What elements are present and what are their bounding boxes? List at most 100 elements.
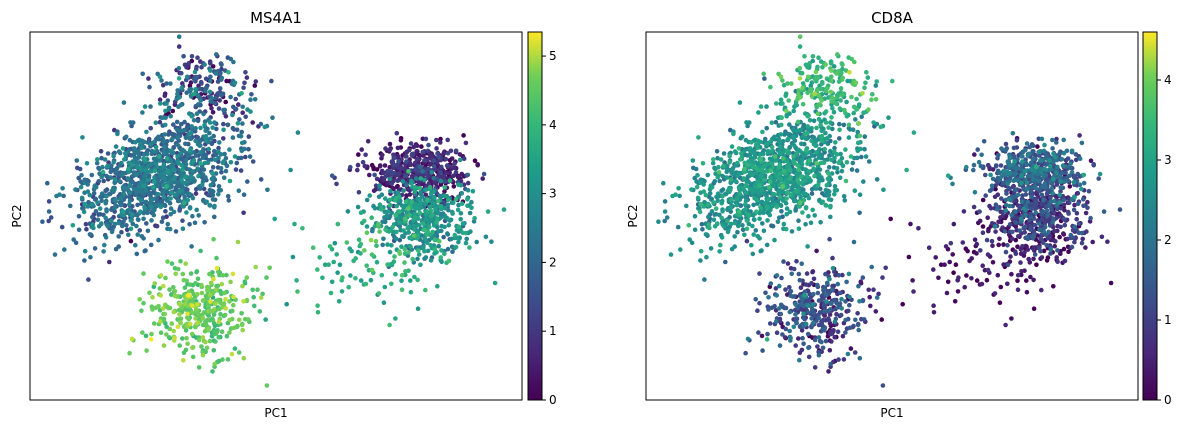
data-point [145, 228, 151, 234]
data-point [1052, 198, 1057, 204]
data-point [962, 284, 967, 290]
data-point [218, 188, 224, 193]
data-point [743, 137, 749, 143]
data-point [761, 228, 767, 234]
data-point [200, 298, 206, 303]
data-point [193, 87, 198, 92]
data-point [226, 198, 232, 203]
data-point [187, 282, 193, 287]
data-point [774, 293, 779, 298]
data-point [137, 228, 143, 233]
data-point [337, 262, 343, 268]
data-point [216, 334, 221, 340]
data-point [475, 162, 481, 167]
data-point [429, 170, 435, 175]
data-point [127, 182, 133, 188]
data-point [322, 262, 328, 268]
data-point [180, 218, 185, 223]
data-point [855, 322, 861, 328]
data-point [461, 156, 467, 161]
data-point [843, 299, 848, 304]
data-point [402, 166, 408, 172]
data-point [1021, 225, 1026, 231]
data-point [93, 209, 99, 214]
data-point [1003, 249, 1009, 255]
data-point [181, 148, 187, 154]
data-point [135, 232, 140, 237]
data-point [950, 181, 955, 187]
data-point [180, 226, 186, 231]
data-point [815, 290, 821, 296]
data-point [1019, 154, 1024, 159]
data-point [492, 280, 498, 286]
data-point [377, 164, 383, 169]
data-point [76, 227, 82, 233]
data-point [432, 237, 438, 243]
data-point [162, 132, 168, 137]
data-point [1050, 191, 1055, 196]
data-point [176, 95, 182, 100]
data-point [976, 159, 982, 165]
data-point [164, 198, 170, 203]
data-point [348, 164, 353, 170]
data-point [1052, 243, 1057, 249]
data-point [407, 147, 412, 153]
data-point [1003, 208, 1009, 213]
data-point [208, 182, 214, 188]
data-point [195, 291, 200, 297]
data-point [99, 155, 104, 161]
data-point [178, 102, 183, 108]
data-point [210, 171, 215, 176]
data-point [387, 147, 393, 153]
data-point [412, 215, 418, 220]
data-point [149, 331, 154, 337]
data-point [391, 259, 397, 264]
data-point [133, 140, 138, 145]
data-point [867, 294, 872, 300]
data-point [832, 334, 837, 340]
data-point [158, 101, 163, 106]
data-point [70, 223, 76, 228]
data-point [446, 222, 452, 228]
data-point [228, 279, 233, 285]
data-point [161, 139, 166, 144]
data-point [857, 299, 862, 304]
data-point [127, 137, 133, 143]
data-point [258, 177, 264, 182]
data-point [187, 222, 192, 227]
data-point [284, 301, 290, 307]
data-point [387, 197, 393, 203]
data-point [827, 276, 832, 282]
data-point [415, 306, 421, 312]
data-point [856, 283, 861, 289]
data-point [204, 199, 209, 205]
data-point [845, 351, 851, 357]
data-point [240, 104, 245, 110]
data-point [1048, 247, 1054, 252]
data-point [983, 193, 988, 198]
data-point [1020, 244, 1025, 249]
data-point [136, 155, 142, 160]
data-point [397, 171, 402, 176]
data-point [156, 134, 161, 140]
data-point [196, 213, 201, 218]
data-point [82, 248, 88, 254]
data-point [250, 287, 255, 293]
data-point [412, 211, 417, 217]
data-point [372, 206, 378, 211]
data-point [434, 219, 439, 225]
data-point [249, 92, 254, 97]
data-point [425, 197, 430, 203]
data-point [1005, 243, 1010, 248]
data-point [184, 315, 190, 320]
data-point [656, 219, 661, 224]
scatter-points [40, 34, 507, 388]
data-point [179, 85, 184, 91]
data-point [164, 184, 169, 189]
data-point [984, 237, 990, 243]
data-point [423, 136, 429, 142]
data-point [102, 157, 108, 162]
data-point [851, 323, 856, 329]
data-point [129, 162, 134, 168]
data-point [1025, 235, 1030, 240]
